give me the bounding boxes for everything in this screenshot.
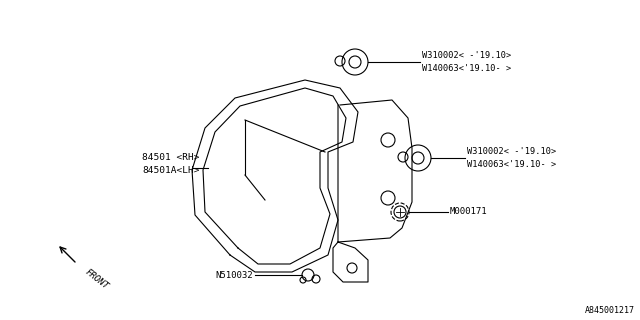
Text: M000171: M000171: [450, 207, 488, 217]
Text: 84501 <RH>: 84501 <RH>: [142, 153, 200, 162]
Text: 84501A<LH>: 84501A<LH>: [142, 166, 200, 175]
Text: N510032: N510032: [216, 270, 253, 279]
Text: A845001217: A845001217: [585, 306, 635, 315]
Text: FRONT: FRONT: [83, 267, 109, 291]
Text: W310002< -'19.10>: W310002< -'19.10>: [467, 147, 556, 156]
Text: W140063<'19.10- >: W140063<'19.10- >: [422, 64, 511, 73]
Text: W310002< -'19.10>: W310002< -'19.10>: [422, 51, 511, 60]
Text: W140063<'19.10- >: W140063<'19.10- >: [467, 160, 556, 169]
